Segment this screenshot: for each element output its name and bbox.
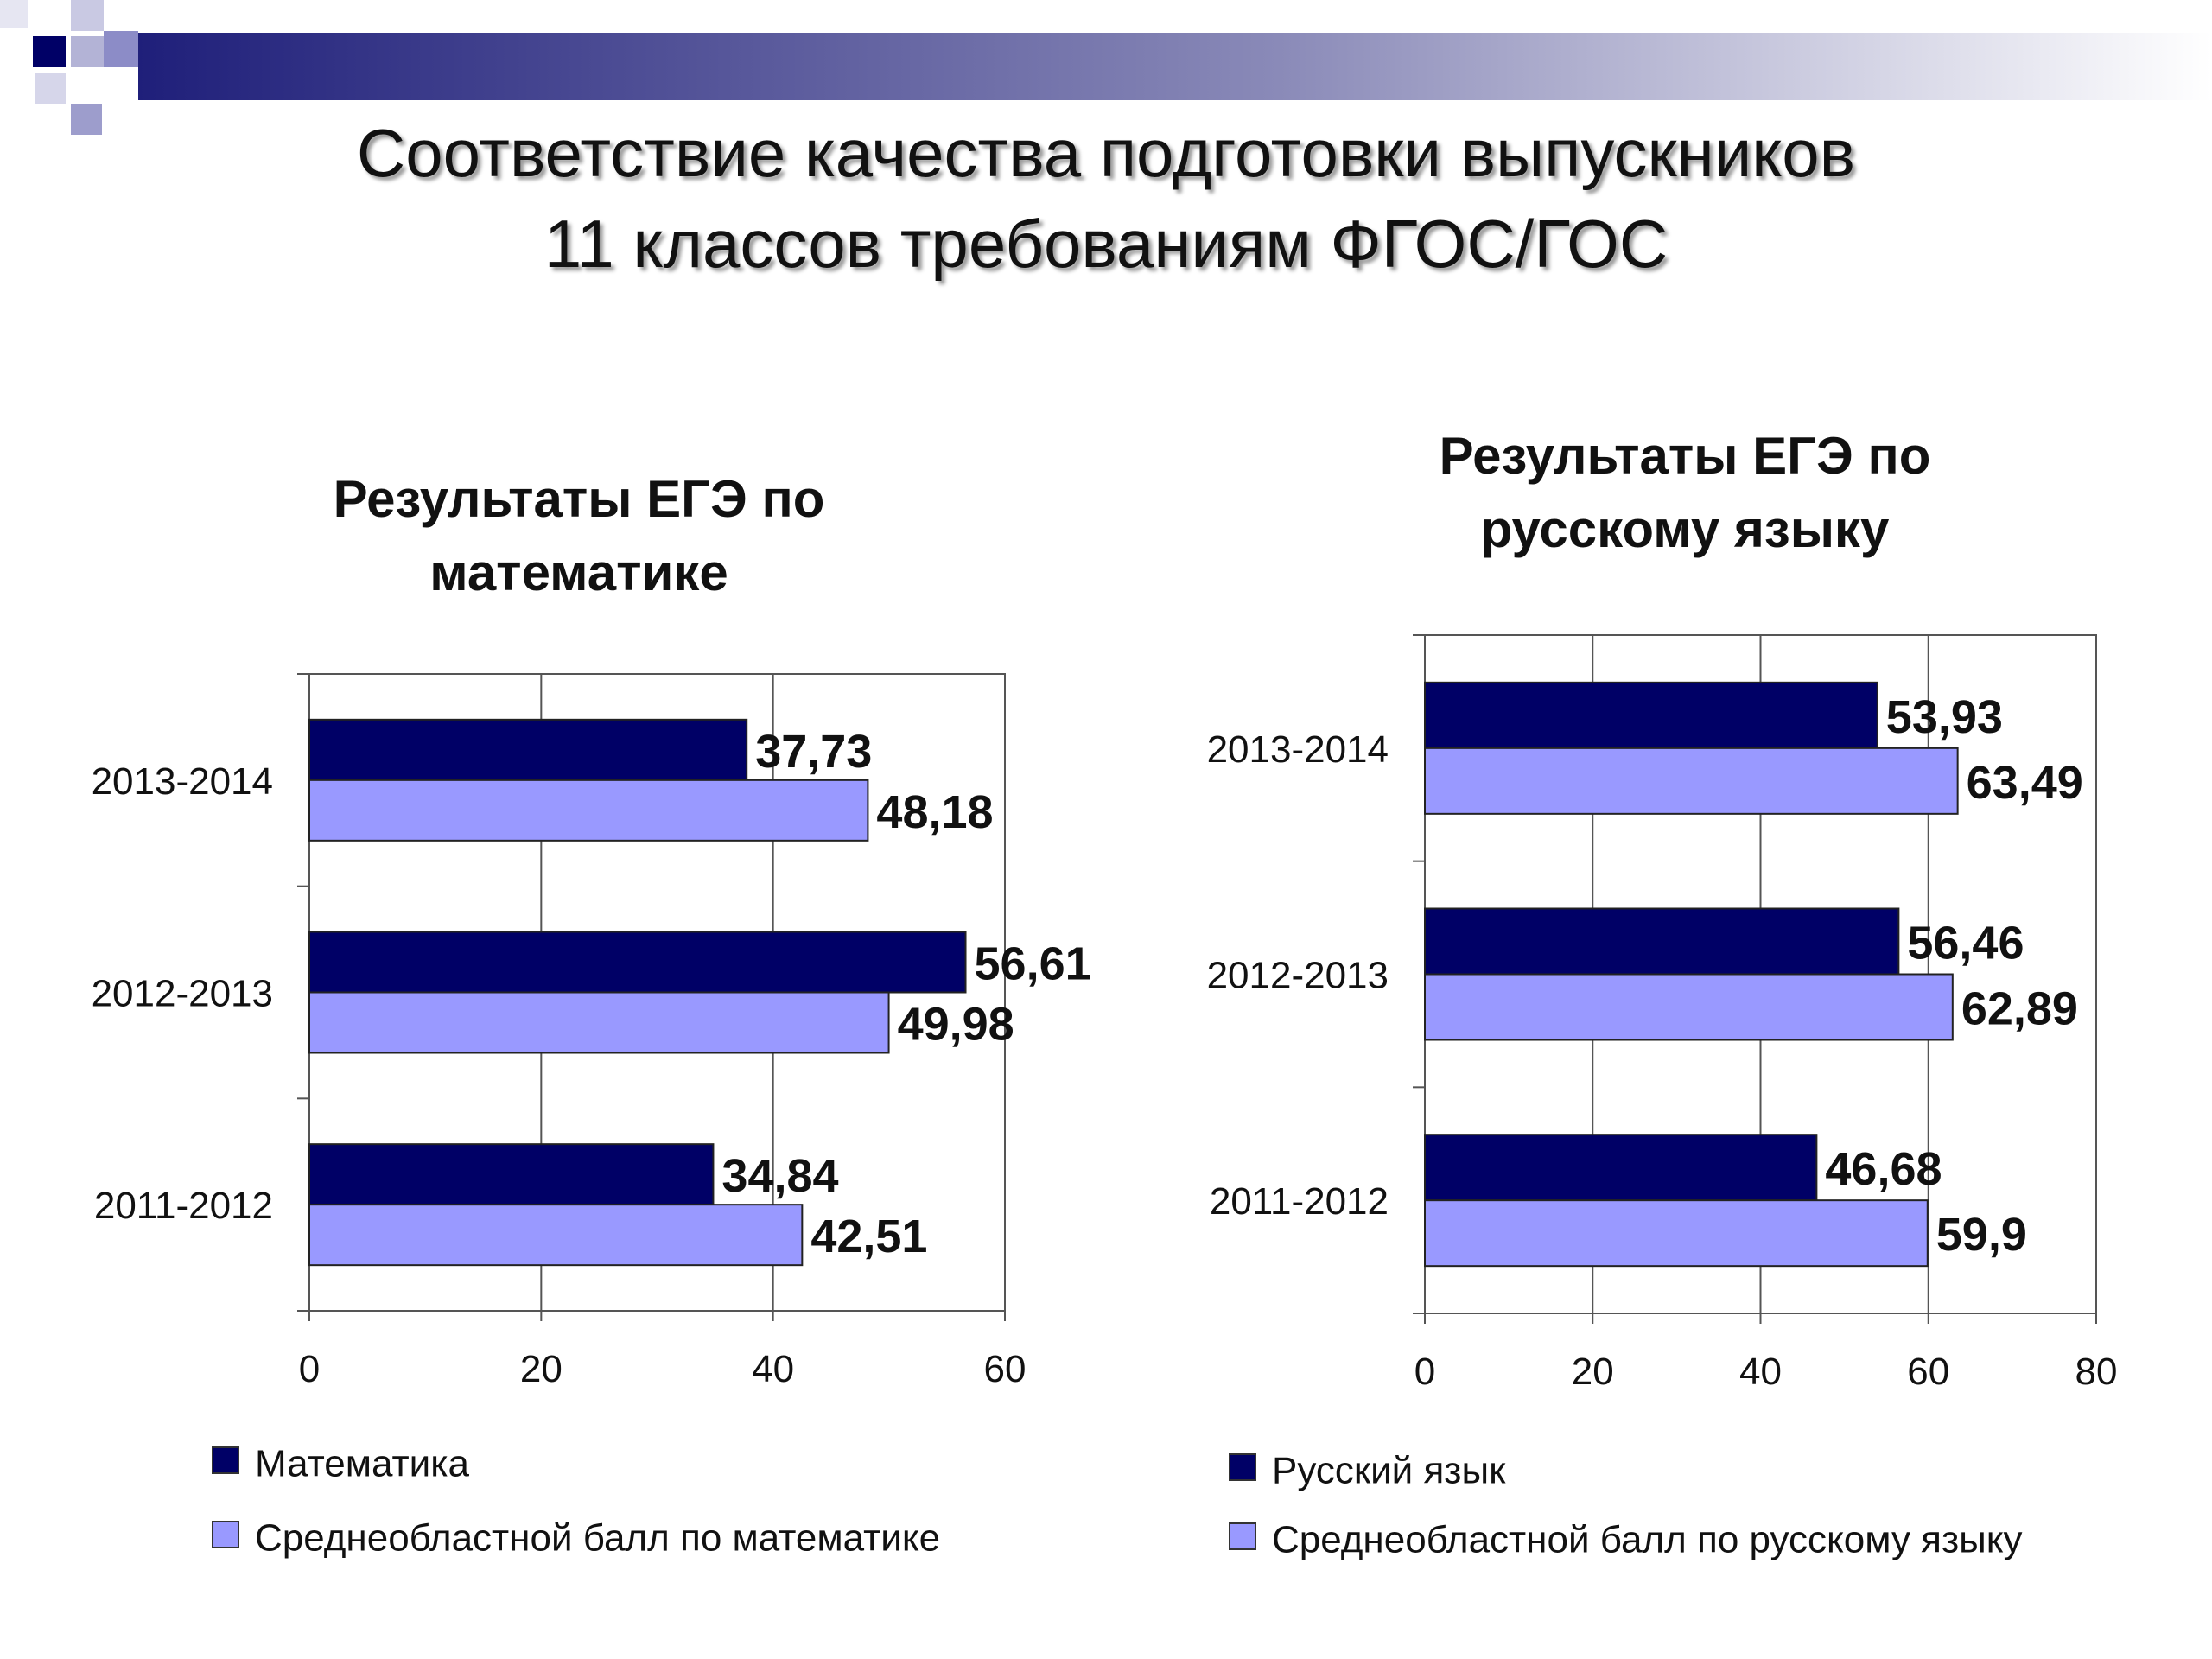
deco-square (35, 73, 66, 104)
legend-label: Русский язык (1272, 1449, 1506, 1492)
bar (308, 931, 967, 994)
category-label: 2011-2012 (94, 1185, 273, 1227)
x-tick-label: 60 (1907, 1351, 1949, 1393)
legend-item-math-regional: Среднеобластной балл по математике (212, 1513, 940, 1561)
category-label: 2012-2013 (1207, 955, 1389, 997)
legend-item-russian-regional: Среднеобластной балл по русскому языку (1229, 1515, 2023, 1563)
russian-chart-title: Результаты ЕГЭ по русскому языку (1357, 419, 2013, 566)
slide-title: Соответствие качества подготовки выпускн… (0, 108, 2212, 289)
header-band (138, 33, 2212, 100)
chart-title-line: русскому языку (1480, 500, 1890, 558)
header-decoration (0, 0, 2212, 135)
x-tick-label: 20 (520, 1348, 563, 1390)
data-label: 53,93 (1886, 691, 2003, 743)
legend-label: Среднеобластной балл по русскому языку (1272, 1518, 2023, 1561)
data-label: 63,49 (1967, 757, 2083, 809)
bar (308, 991, 890, 1054)
bar (308, 1204, 804, 1267)
category-label: 2013-2014 (92, 760, 273, 803)
category-label: 2013-2014 (1207, 728, 1389, 771)
math-chart-title: Результаты ЕГЭ по математике (268, 462, 890, 609)
chart-title-line: Результаты ЕГЭ по (333, 470, 825, 528)
category-label: 2012-2013 (92, 973, 273, 1015)
chart-title-line: математике (429, 543, 728, 601)
x-tick-label: 40 (752, 1348, 794, 1390)
data-label: 37,73 (755, 726, 872, 778)
deco-square (0, 0, 28, 28)
data-label: 46,68 (1825, 1143, 1942, 1195)
legend-swatch (1229, 1522, 1256, 1551)
bar (1424, 973, 1954, 1041)
slide-title-line: Соответствие качества подготовки выпускн… (356, 115, 1856, 191)
category-label: 2011-2012 (1210, 1180, 1389, 1223)
deco-square (71, 36, 104, 67)
data-label: 56,46 (1907, 918, 2024, 969)
x-tick-label: 0 (299, 1348, 320, 1390)
data-label: 42,51 (810, 1211, 927, 1262)
legend-label: Среднеобластной балл по математике (255, 1516, 941, 1560)
bar (1424, 747, 1959, 815)
data-label: 62,89 (1961, 983, 2078, 1035)
bar (1424, 907, 1900, 976)
deco-square (104, 31, 138, 67)
x-tick-label: 80 (2075, 1351, 2118, 1393)
x-tick-label: 60 (984, 1348, 1027, 1390)
data-label: 34,84 (721, 1150, 838, 1202)
deco-square (33, 36, 66, 67)
legend-swatch (212, 1446, 239, 1475)
x-tick-label: 20 (1572, 1351, 1614, 1393)
legend-swatch (1229, 1453, 1256, 1482)
bar (308, 779, 869, 842)
legend-label: Математика (255, 1442, 469, 1485)
legend-item-russian: Русский язык (1229, 1446, 1505, 1494)
legend-item-math: Математика (212, 1439, 469, 1487)
deco-square (71, 104, 102, 135)
bar (308, 718, 748, 781)
bar (1424, 1199, 1929, 1268)
data-label: 48,18 (876, 786, 993, 838)
bar (1424, 1134, 1818, 1202)
deco-square (71, 0, 104, 31)
chart-title-line: Результаты ЕГЭ по (1439, 427, 1931, 485)
data-label: 59,9 (1936, 1209, 2027, 1261)
data-label: 49,98 (898, 999, 1014, 1051)
bar (1424, 681, 1878, 749)
x-tick-label: 40 (1739, 1351, 1782, 1393)
data-label: 56,61 (975, 938, 1091, 990)
slide-title-line: 11 классов требованиям ФГОС/ГОС (543, 206, 1669, 282)
legend-swatch (212, 1521, 239, 1549)
x-tick-label: 0 (1414, 1351, 1435, 1393)
